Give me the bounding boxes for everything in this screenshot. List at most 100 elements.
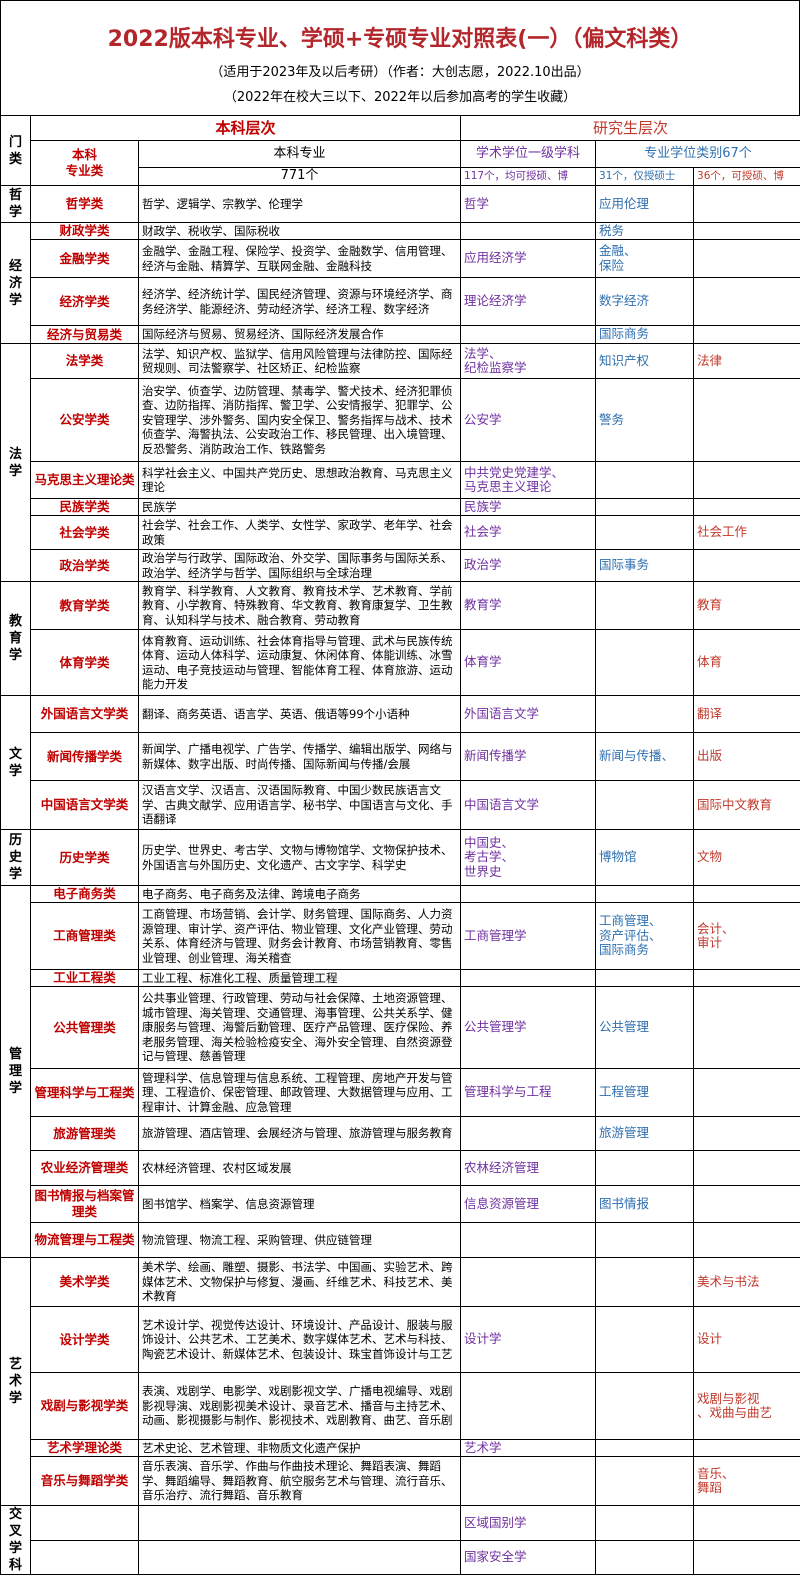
master-degree: 新闻与传播、 (595, 732, 695, 781)
doctor-degree: 国际中文教育 (693, 780, 800, 830)
doctor-degree: 戏剧与影视 、戏曲与曲艺 (693, 1372, 800, 1440)
academic-discipline: 新闻传播学 (460, 732, 597, 781)
class-name: 电子商务类 (30, 885, 139, 903)
master-degree (595, 461, 695, 499)
doctor-degree (693, 1222, 800, 1258)
master-degree: 博物馆 (595, 829, 695, 886)
majors: 工业工程、标准化工程、质量管理工程 (137, 969, 462, 987)
academic-discipline (460, 969, 597, 987)
master-degree: 警务 (595, 378, 695, 462)
doctor-degree: 音乐、 舞蹈 (693, 1456, 800, 1506)
doctor-degree (693, 277, 800, 326)
majors: 哲学、逻辑学、宗教学、伦理学 (137, 185, 462, 223)
doctor-count: 36个，可授硕、博 (693, 167, 800, 186)
doctor-degree: 社会工作 (693, 515, 800, 550)
class-name: 图书情报与档案管理类 (30, 1185, 139, 1223)
master-degree: 工商管理、 资产评估、 国际商务 (595, 902, 695, 970)
doctor-degree: 文物 (693, 829, 800, 886)
class-name: 经济学类 (30, 277, 139, 326)
master-degree (595, 1505, 695, 1541)
doctor-degree: 法律 (693, 343, 800, 379)
class-name: 音乐与舞蹈学类 (30, 1456, 139, 1506)
majors: 政治学与行政学、国际政治、外交学、国际事务与国际关系、政治学、经济学与哲学、国际… (137, 549, 462, 582)
title: 2022版本科专业、学硕+专硕专业对照表(一）（偏文科类） (107, 27, 693, 52)
master-degree (595, 969, 695, 987)
academic-discipline: 哲学 (460, 185, 597, 223)
category: 哲学 (0, 185, 31, 223)
academic-discipline: 应用经济学 (460, 239, 597, 278)
class-name: 金融学类 (30, 239, 139, 278)
majors: 物流管理、物流工程、采购管理、供应链管理 (137, 1222, 462, 1258)
class-name: 哲学类 (30, 185, 139, 223)
master-degree (595, 695, 695, 733)
master-count: 31个，仅授硕士 (595, 167, 695, 186)
undergrad-level: 本科层次 (29, 115, 462, 141)
doctor-degree (693, 969, 800, 987)
doctor-degree: 美术与书法 (693, 1257, 800, 1307)
category: 交叉学科 (0, 1505, 31, 1575)
academic-discipline: 区域国别学 (460, 1505, 597, 1541)
doctor-degree: 体育 (693, 629, 800, 696)
academic-discipline: 理论经济学 (460, 277, 597, 326)
class-name: 法学类 (30, 343, 139, 379)
master-degree (595, 1539, 695, 1575)
academic-discipline: 公共管理学 (460, 986, 597, 1069)
academic-discipline: 管理科学与工程 (460, 1068, 597, 1117)
category: 艺术学 (0, 1257, 31, 1506)
majors (137, 1539, 462, 1575)
academic-discipline (460, 222, 597, 240)
class-name: 公安学类 (30, 378, 139, 462)
class-name: 工商管理类 (30, 902, 139, 970)
master-degree: 数字经济 (595, 277, 695, 326)
majors: 科学社会主义、中国共产党历史、思想政治教育、马克思主义理论 (137, 461, 462, 499)
academic-discipline (460, 885, 597, 903)
class-name: 新闻传播学类 (30, 732, 139, 781)
master-degree (595, 1372, 695, 1440)
majors: 汉语言文学、汉语言、汉语国际教育、中国少数民族语言文学、古典文献学、应用语言学、… (137, 780, 462, 830)
doctor-degree (693, 1439, 800, 1457)
master-degree (595, 1150, 695, 1186)
academic-discipline (460, 1116, 597, 1151)
master-degree: 税务 (595, 222, 695, 240)
master-degree (595, 629, 695, 696)
category: 文学 (0, 695, 31, 830)
master-degree: 国际事务 (595, 549, 695, 582)
table: 门类 本科层次 研究生层次 本科 专业类 本科专业 学术学位一级学科 专业学位类别67个 77… (0, 115, 800, 1575)
doctor-degree: 教育 (693, 581, 800, 630)
academic-discipline: 公安学 (460, 378, 597, 462)
class-name: 政治学类 (30, 549, 139, 582)
academic-discipline: 农林经济管理 (460, 1150, 597, 1186)
class-name: 旅游管理类 (30, 1116, 139, 1151)
class-name: 财政学类 (30, 222, 139, 240)
master-degree: 金融、 保险 (595, 239, 695, 278)
master-degree (595, 1257, 695, 1307)
grad-level: 研究生层次 (460, 115, 800, 141)
academic-discipline: 法学、 纪检监察学 (460, 343, 597, 379)
majors: 音乐表演、音乐学、作曲与作曲技术理论、舞蹈表演、舞蹈学、舞蹈编导、舞蹈教育、航空… (137, 1456, 462, 1506)
doctor-degree (693, 185, 800, 223)
class-name: 马克思主义理论类 (30, 461, 139, 499)
academic-discipline: 教育学 (460, 581, 597, 630)
master-degree: 应用伦理 (595, 185, 695, 223)
doctor-degree (693, 222, 800, 240)
master-degree (595, 885, 695, 903)
majors: 电子商务、电子商务及法律、跨境电子商务 (137, 885, 462, 903)
master-degree (595, 1439, 695, 1457)
majors: 公共事业管理、行政管理、劳动与社会保障、土地资源管理、城市管理、海关管理、交通管… (137, 986, 462, 1069)
doctor-degree (693, 1539, 800, 1575)
majors: 美术学、绘画、雕塑、摄影、书法学、中国画、实验艺术、跨媒体艺术、文物保护与修复、… (137, 1257, 462, 1307)
class-name: 中国语言文学类 (30, 780, 139, 830)
majors: 旅游管理、酒店管理、会展经济与管理、旅游管理与服务教育 (137, 1116, 462, 1151)
doctor-degree (693, 461, 800, 499)
master-degree (595, 1306, 695, 1373)
class-name: 外国语言文学类 (30, 695, 139, 733)
majors: 图书馆学、档案学、信息资源管理 (137, 1185, 462, 1223)
majors: 法学、知识产权、监狱学、信用风险管理与法律防控、国际经贸规则、司法警察学、社区矫… (137, 343, 462, 379)
master-degree: 图书情报 (595, 1185, 695, 1223)
professional-header: 专业学位类别67个 (595, 140, 800, 168)
class-name: 历史学类 (30, 829, 139, 886)
class-name: 社会学类 (30, 515, 139, 550)
majors: 社会学、社会工作、人类学、女性学、家政学、老年学、社会政策 (137, 515, 462, 550)
academic-header: 学术学位一级学科 (460, 140, 597, 168)
